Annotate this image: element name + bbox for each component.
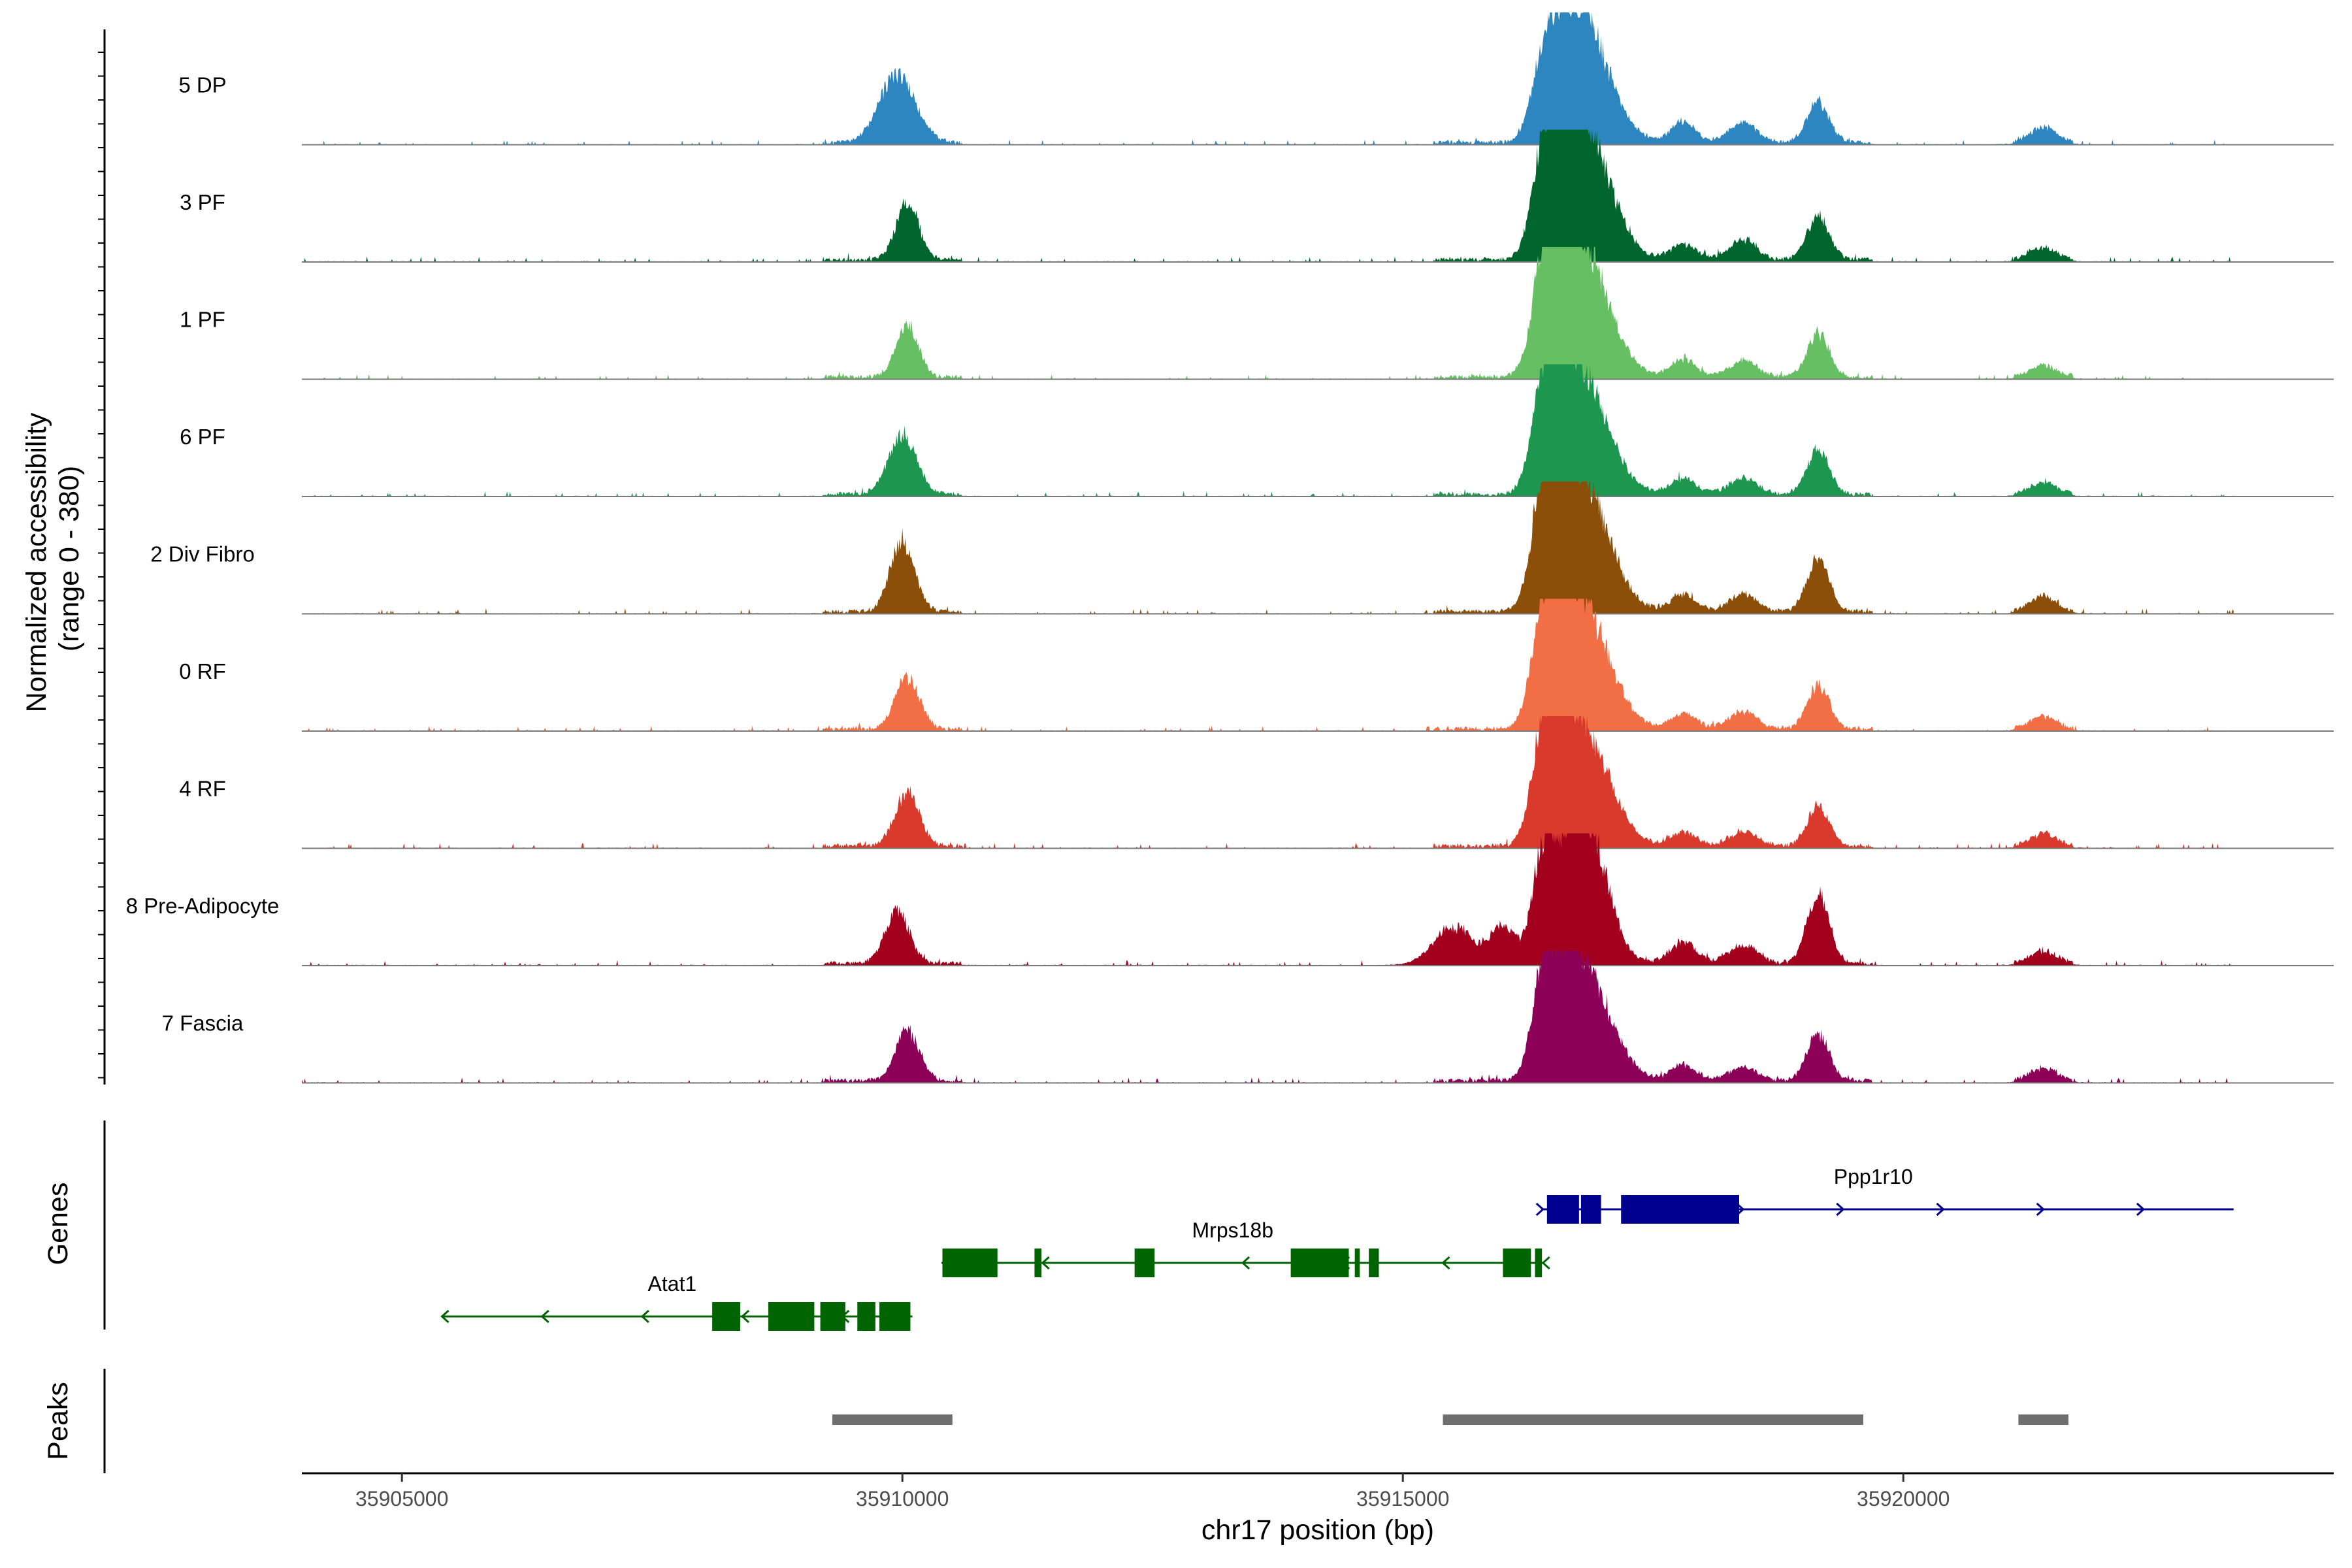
track-label: 6 PF (180, 425, 225, 449)
gene-models: Atat1 Mrps18b Ppp1r10 (440, 1165, 2234, 1331)
track-label: 1 PF (180, 308, 225, 332)
gene-mrps18b: Mrps18b (941, 1218, 1550, 1277)
track-label: 2 Div Fibro (150, 542, 255, 566)
track-7-fascia: 7 Fascia (162, 951, 2334, 1084)
gene-ppp1r10: Ppp1r10 (1535, 1165, 2234, 1224)
track-label: 7 Fascia (162, 1011, 244, 1036)
genes-panel: Genes Atat1 Mrps18b Ppp1r10 (42, 1120, 2234, 1331)
x-tick-label: 35910000 (856, 1487, 949, 1511)
strand-arrow-icon (1836, 1202, 1845, 1217)
track-label: 3 PF (180, 190, 225, 214)
peak-bar (1443, 1414, 1863, 1425)
strand-arrow-icon (1041, 1256, 1050, 1270)
gene-exon (1503, 1249, 1531, 1277)
strand-arrow-icon (1441, 1256, 1450, 1270)
track-6-pf: 6 PF (180, 364, 2334, 497)
gene-exon (1290, 1249, 1349, 1277)
gene-exon (1621, 1195, 1739, 1224)
gene-exon (942, 1249, 998, 1277)
genes-panel-title: Genes (42, 1183, 74, 1266)
ylabel-line-1: Normalized accessibility (21, 412, 52, 712)
coverage-area (302, 364, 2234, 497)
coverage-area (302, 482, 2234, 614)
gene-exon (1369, 1249, 1379, 1277)
x-axis-title: chr17 position (bp) (1201, 1514, 1434, 1546)
track-label: 5 DP (178, 73, 226, 97)
x-tick-label: 35905000 (355, 1487, 448, 1511)
gene-exon (1034, 1249, 1042, 1277)
x-tick-label: 35915000 (1356, 1487, 1449, 1511)
track-1-pf: 1 PF (180, 247, 2334, 380)
track-label: 4 RF (179, 777, 226, 801)
strand-arrow-icon (640, 1309, 649, 1324)
coverage-area (302, 951, 2234, 1083)
x-ticks: 35905000 35910000 35915000 35920000 (355, 1473, 1950, 1511)
strand-arrow-icon (1241, 1256, 1250, 1270)
coverage-area (302, 247, 2234, 380)
gene-label: Mrps18b (1192, 1218, 1274, 1242)
gene-exon (1354, 1249, 1360, 1277)
peaks-panel-title: Peaks (42, 1382, 74, 1460)
strand-arrow-icon (1535, 1202, 1544, 1217)
gene-exon (1580, 1195, 1601, 1224)
track-4-rf: 4 RF (179, 716, 2334, 849)
strand-arrow-icon (2036, 1202, 2045, 1217)
gene-exon (857, 1302, 875, 1331)
track-3-pf: 3 PF (180, 129, 2334, 263)
x-tick-label: 35920000 (1857, 1487, 1950, 1511)
coverage-y-ticks (98, 52, 105, 1079)
gene-exon (1134, 1249, 1155, 1277)
peaks-panel: Peaks (42, 1369, 2069, 1473)
ylabel-line-2: (range 0 - 380) (54, 466, 85, 651)
gene-exon (712, 1302, 741, 1331)
strand-arrow-icon (440, 1309, 449, 1324)
coverage-panel: Normalized accessibility (range 0 - 380)… (21, 12, 2334, 1085)
gene-exon (768, 1302, 815, 1331)
coverage-area (302, 833, 2234, 966)
track-2-div-fibro: 2 Div Fibro (150, 482, 2334, 615)
strand-arrow-icon (1936, 1202, 1945, 1217)
peak-bar (832, 1414, 953, 1425)
coverage-y-label: Normalized accessibility (range 0 - 380) (21, 405, 85, 713)
track-label: 0 RF (179, 659, 226, 683)
coverage-tracks: 5 DP 3 PF 1 PF 6 PF 2 Div Fibro 0 RF 4 RF 8 Pre… (126, 12, 2334, 1084)
gene-exon (1546, 1195, 1579, 1224)
track-label: 8 Pre-Adipocyte (126, 894, 280, 918)
gene-label: Ppp1r10 (1834, 1165, 1913, 1188)
gene-atat1: Atat1 (440, 1272, 913, 1331)
gene-exon (1535, 1249, 1543, 1277)
coverage-area (302, 716, 2234, 849)
strand-arrow-icon (1541, 1256, 1550, 1270)
peak-bar (2018, 1414, 2069, 1425)
coverage-area (302, 598, 2234, 731)
peak-bars (832, 1414, 2069, 1425)
x-axis: 35905000 35910000 35915000 35920000 chr17 p… (302, 1472, 2334, 1546)
strand-arrow-icon (740, 1309, 750, 1324)
gene-exon (879, 1302, 911, 1331)
track-5-dp: 5 DP (178, 12, 2334, 146)
track-8-pre-adipocyte: 8 Pre-Adipocyte (126, 833, 2334, 966)
strand-arrow-icon (540, 1309, 549, 1324)
strand-arrow-icon (2136, 1202, 2146, 1217)
gene-exon (820, 1302, 845, 1331)
coverage-area (302, 12, 2234, 145)
track-0-rf: 0 RF (179, 598, 2334, 732)
coverage-area (302, 129, 2234, 262)
gene-label: Atat1 (647, 1272, 696, 1296)
